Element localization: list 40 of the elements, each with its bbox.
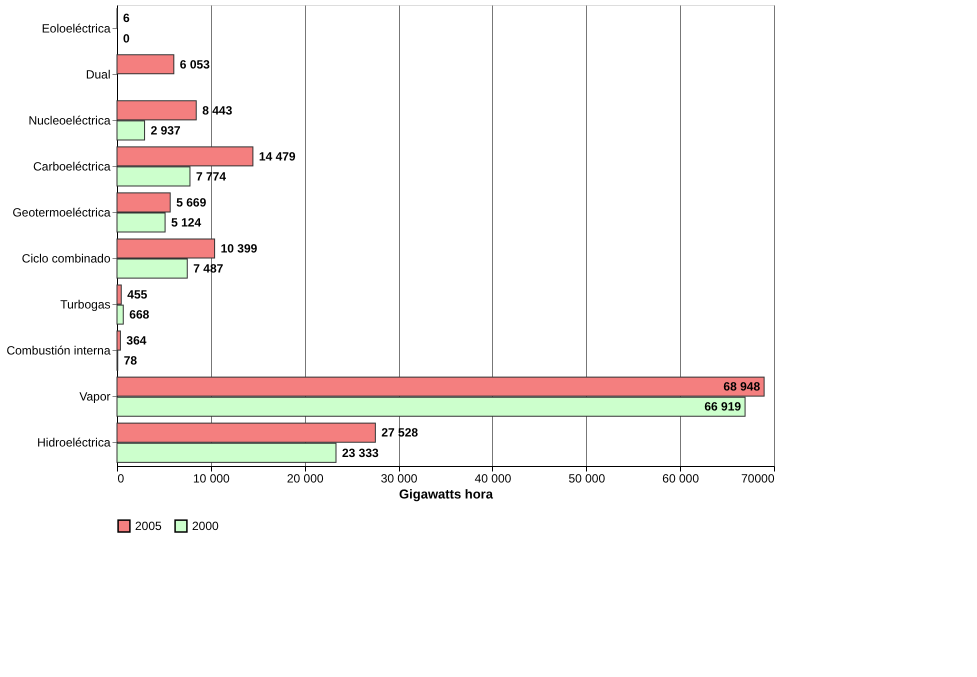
data-label: 10 399 bbox=[220, 241, 258, 256]
data-label: 0 bbox=[123, 31, 130, 46]
data-label: 8 443 bbox=[202, 103, 233, 118]
x-tick-label: 40 000 bbox=[474, 472, 512, 486]
data-label: 364 bbox=[126, 334, 147, 348]
y-tick-label: Nucleoeléctrica bbox=[28, 113, 111, 128]
data-label: 14 479 bbox=[258, 149, 296, 164]
x-tick-label: 70000 bbox=[741, 472, 775, 486]
y-tick-label: Vapor bbox=[79, 390, 110, 404]
data-label: 78 bbox=[124, 354, 138, 368]
x-tick-label: 30 000 bbox=[380, 472, 418, 486]
legend-label: 2005 bbox=[135, 519, 162, 534]
data-label: 7 774 bbox=[196, 169, 226, 184]
y-tick-label: Carboeléctrica bbox=[33, 159, 111, 174]
y-tick-label: Hidroeléctrica bbox=[37, 436, 111, 450]
x-axis-title: Gigawatts hora bbox=[399, 486, 494, 502]
data-label: 27 528 bbox=[381, 426, 418, 440]
data-label: 6 053 bbox=[180, 57, 210, 72]
x-tick-label: 0 bbox=[118, 472, 124, 486]
x-tick-label: 50 000 bbox=[568, 472, 606, 486]
data-label: 5 669 bbox=[176, 195, 207, 210]
data-label: 7 487 bbox=[193, 262, 224, 276]
y-tick-label: Dual bbox=[86, 67, 110, 82]
x-tick-label: 20 000 bbox=[286, 472, 324, 486]
data-label: 6 bbox=[123, 11, 130, 26]
data-label: 455 bbox=[127, 288, 148, 302]
y-tick-label: Geotermoeléctrica bbox=[12, 205, 111, 220]
data-label: 23 333 bbox=[342, 446, 380, 460]
data-label: 66 919 bbox=[704, 400, 742, 414]
data-label: 668 bbox=[129, 308, 150, 322]
legend-label: 2000 bbox=[192, 519, 220, 534]
y-tick-label: Combustión interna bbox=[6, 344, 111, 358]
data-label: 68 948 bbox=[723, 380, 760, 394]
x-tick-label: 10 000 bbox=[193, 472, 230, 486]
data-label: 5 124 bbox=[171, 216, 202, 230]
data-label: 2 937 bbox=[150, 123, 181, 138]
y-tick-label: Ciclo combinado bbox=[22, 252, 111, 266]
y-tick-label: Turbogas bbox=[60, 298, 110, 312]
y-tick-label: Eoloeléctrica bbox=[42, 21, 111, 36]
x-tick-label: 60 000 bbox=[662, 472, 700, 486]
